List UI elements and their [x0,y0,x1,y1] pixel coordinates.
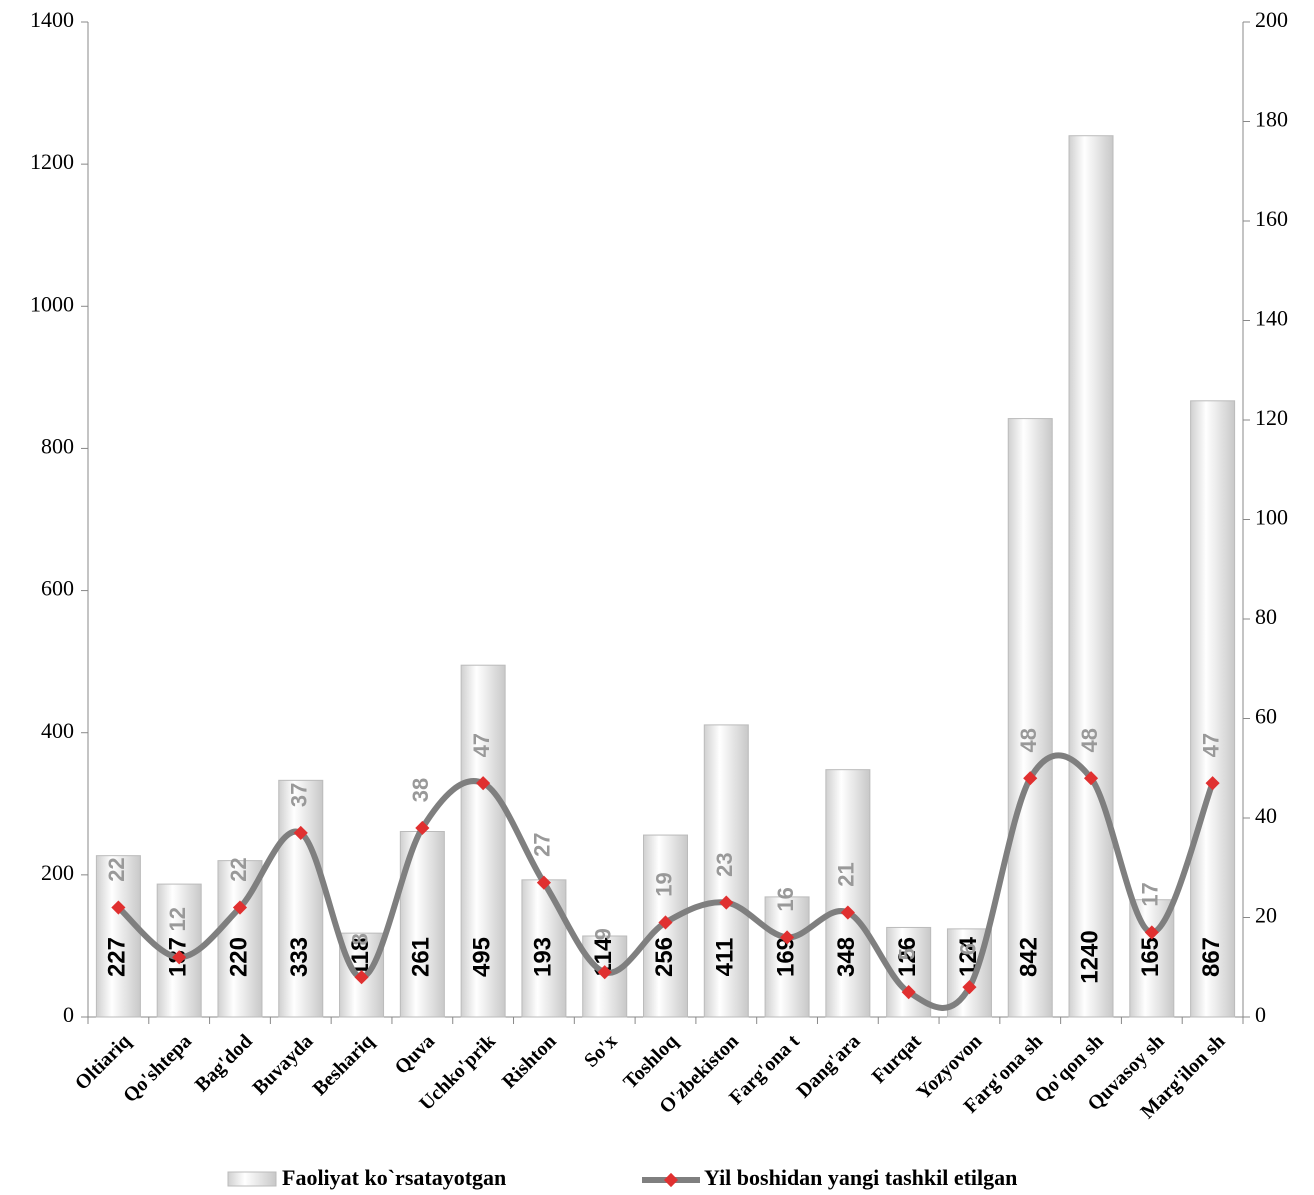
y2-tick-label: 100 [1255,505,1288,530]
line-label: 12 [165,907,190,931]
line-label: 48 [1077,728,1102,752]
y-tick-label: 800 [41,433,74,458]
line-label: 23 [712,852,737,876]
bar [339,932,385,1018]
x-tick-label: So'x [580,1030,621,1071]
line-label: 22 [226,857,251,881]
marker [719,895,734,910]
legend-label: Yil boshidan yangi tashkil etilgan [704,1165,1017,1190]
y2-tick-label: 140 [1255,306,1288,331]
bar [460,664,506,1018]
y-tick-label: 600 [41,576,74,601]
x-tick-label: Dang'ara [793,1030,865,1102]
line-label: 16 [773,887,798,911]
marker [658,915,673,930]
bar [95,855,141,1018]
line-label: 37 [287,783,312,807]
marker [354,970,369,985]
line-label: 8 [347,933,372,945]
marker [1023,771,1038,786]
marker [780,930,795,945]
marker [1205,776,1220,791]
y2-tick-label: 60 [1255,704,1277,729]
bar-label: 348 [833,937,860,977]
y2-tick-label: 80 [1255,604,1277,629]
bar [1190,400,1236,1018]
x-tick-label: Beshariq [309,1030,379,1100]
x-tick-label: Bag'dod [191,1030,257,1096]
bar [825,769,871,1018]
x-tick-label: Buvayda [249,1030,318,1099]
bar-label: 842 [1016,937,1043,977]
bar-label: 165 [1137,937,1164,977]
y2-tick-label: 120 [1255,405,1288,430]
x-tick-label: Furqat [868,1030,926,1088]
y2-tick-label: 40 [1255,803,1277,828]
bar [1068,135,1114,1018]
x-tick-label: Rishton [498,1030,561,1093]
marker [1083,771,1099,786]
bar-label: 1240 [1076,930,1103,983]
legend-marker [663,1172,679,1188]
y2-tick-label: 20 [1255,903,1277,928]
marker [293,825,308,840]
marker [232,900,248,915]
bar-label: 227 [104,937,131,977]
line-label: 5 [894,948,919,960]
y-tick-label: 200 [41,860,74,885]
marker [476,776,491,791]
line-label: 19 [651,872,676,896]
bar [703,724,749,1018]
line-label: 48 [1016,728,1041,752]
line-label: 21 [834,862,859,886]
line-label: 17 [1138,882,1163,906]
bar-label: 867 [1198,937,1225,977]
marker [172,950,187,965]
y-tick-label: 0 [63,1002,74,1027]
y2-tick-label: 0 [1255,1002,1266,1027]
bar-label: 256 [651,937,678,977]
marker [111,900,126,915]
y-tick-label: 1200 [30,149,74,174]
y-tick-label: 1400 [30,7,74,32]
line-label: 47 [1198,733,1223,757]
bar-label: 169 [772,937,799,977]
bar [764,896,810,1018]
marker [962,980,977,995]
bar-label: 220 [225,937,252,977]
line-label: 6 [955,943,980,955]
line-label: 9 [591,928,616,940]
bar-label: 495 [468,937,495,977]
y-tick-label: 1000 [30,291,74,316]
y-tick-label: 400 [41,718,74,743]
legend-label: Faoliyat ko`rsatayotgan [282,1165,506,1190]
y2-tick-label: 200 [1255,7,1288,32]
marker [415,820,430,836]
marker [1144,925,1159,940]
line-label: 27 [530,832,555,856]
line-label: 38 [408,778,433,802]
bar-label: 193 [529,937,556,977]
bar [1007,418,1053,1018]
bar-label: 261 [408,937,435,977]
legend-swatch [227,1171,277,1187]
bar-label: 126 [894,937,921,977]
bar-label: 333 [286,937,313,977]
marker [597,965,612,980]
x-tick-label: Quva [391,1030,440,1079]
y2-tick-label: 180 [1255,107,1288,132]
marker [536,875,551,890]
marker [901,985,916,1000]
marker [840,905,855,920]
bar [278,779,324,1018]
y2-tick-label: 160 [1255,206,1288,231]
bar-label: 411 [712,938,739,977]
line-label: 47 [469,733,494,757]
line-label: 22 [104,857,129,881]
